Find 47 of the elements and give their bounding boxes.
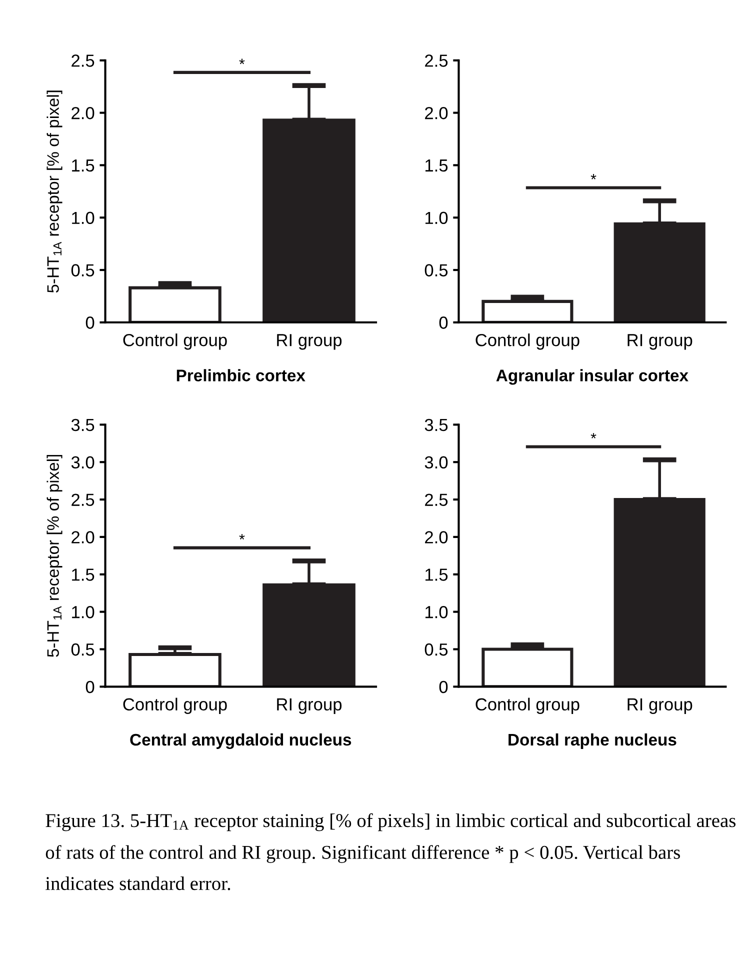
y-tick-label: 2.5 [425, 54, 448, 67]
y-tick-label: 1.5 [425, 568, 448, 581]
caption: Figure 13. 5-HT$_{1A}$ receptor staining [% of pixels] in limbic cortical and subcortical areas of rats of the control and RI group. Significant difference * p < 0.05. Vertical bars indicates standard error. [46, 813, 736, 890]
y-tick-label: 0.5 [424, 264, 448, 276]
x-tick-label: RI group [277, 334, 342, 350]
y-tick-label: 1.5 [72, 160, 94, 172]
y-tick-label: 1.0 [72, 606, 94, 618]
y-axis-title: 5-HT$_{1A}$ receptor [% of pixel] [46, 454, 62, 657]
x-axis-title: Dorsal raphe nucleus [508, 733, 676, 749]
y-tick-label: 0.5 [71, 643, 94, 656]
y-tick-label: 0 [86, 316, 94, 329]
annotation: * [590, 433, 596, 438]
y-tick-label: 2.5 [72, 54, 94, 67]
y-tick-label: 1.5 [72, 568, 94, 581]
x-tick-label: Control group [123, 698, 227, 714]
y-tick-label: 2.0 [425, 531, 448, 544]
y-tick-label: 1.0 [72, 212, 94, 224]
x-tick-label: RI group [277, 698, 342, 714]
y-tick-label: 2.5 [425, 494, 448, 506]
x-tick-label: RI group [628, 698, 692, 714]
y-tick-label: 0 [86, 680, 94, 694]
y-tick-label: 3.5 [71, 418, 94, 432]
x-tick-label: Control group [476, 698, 580, 714]
y-tick-label: 3.0 [424, 456, 448, 469]
y-tick-label: 3.0 [71, 456, 94, 469]
y-tick-label: 1.0 [425, 212, 448, 224]
x-tick-label: Control group [476, 334, 580, 350]
y-tick-label: 0 [439, 680, 448, 694]
y-tick-label: 1.5 [425, 160, 448, 172]
x-tick-label: Control group [123, 334, 227, 350]
y-tick-label: 0.5 [71, 264, 94, 276]
x-axis-title: Central amygdaloid nucleus [130, 733, 352, 750]
y-tick-label: 1.0 [425, 606, 448, 618]
y-tick-label: 2.0 [425, 106, 448, 120]
annotation: * [239, 58, 245, 64]
y-tick-label: 3.5 [424, 418, 448, 432]
y-tick-label: 0 [439, 316, 448, 329]
x-axis-title: Prelimbic cortex [176, 369, 306, 382]
y-tick-label: 2.0 [72, 106, 94, 120]
y-tick-label: 2.5 [72, 494, 94, 506]
y-tick-label: 0.5 [424, 643, 448, 656]
x-axis-title: Agranular insular cortex [496, 369, 688, 385]
annotation: * [239, 534, 245, 540]
annotation: * [590, 174, 596, 180]
y-tick-label: 2.0 [72, 531, 94, 544]
y-axis-title: 5-HT$_{1A}$ receptor [% of pixel] [46, 90, 62, 293]
x-tick-label: RI group [628, 334, 692, 350]
